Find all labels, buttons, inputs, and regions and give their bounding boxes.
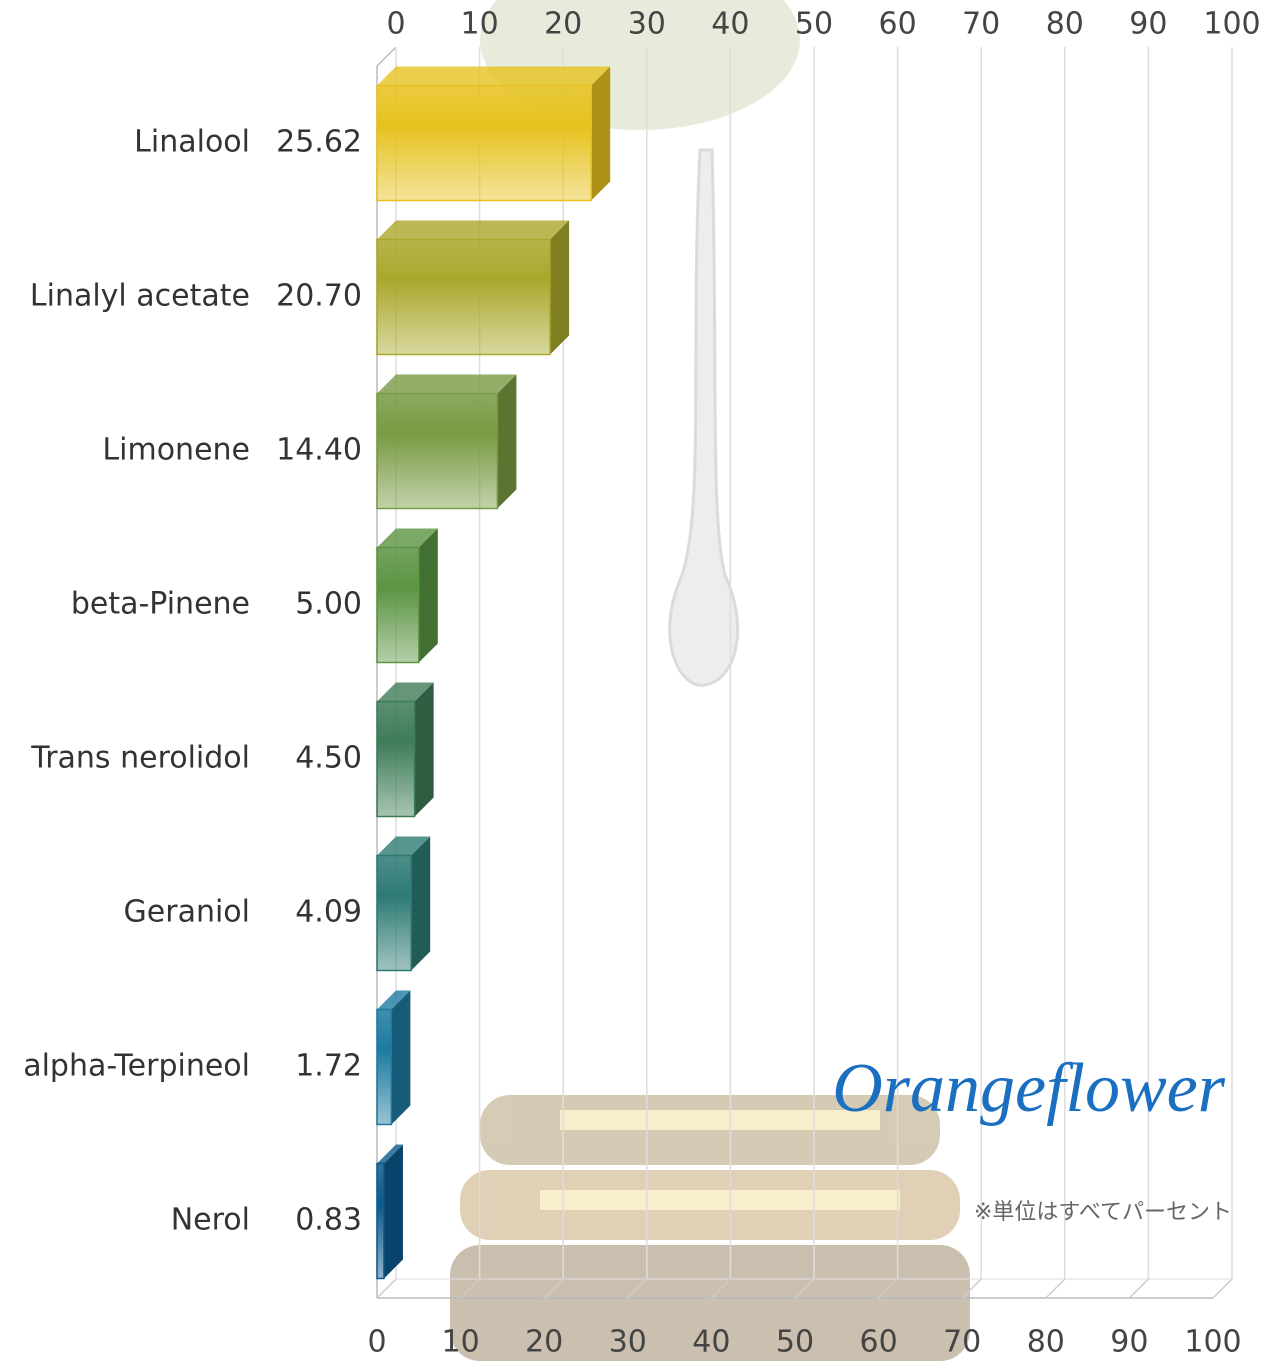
bar-side — [411, 837, 430, 971]
x-tick-label-bottom: 100 — [1184, 1325, 1241, 1360]
x-tick-label-top: 30 — [628, 7, 666, 42]
grid-floor-line — [1213, 1279, 1232, 1298]
bar — [377, 856, 411, 971]
grid-floor-line — [377, 1279, 396, 1298]
value-label: 5.00 — [295, 587, 362, 622]
logo: Orangeflower — [832, 1050, 1226, 1127]
x-tick-label-bottom: 80 — [1027, 1325, 1065, 1360]
value-label: 20.70 — [276, 279, 362, 314]
value-label: 1.72 — [295, 1049, 362, 1084]
bar-top — [377, 221, 569, 240]
bar — [377, 394, 497, 509]
category-label: alpha-Terpineol — [23, 1049, 250, 1084]
unit-note: ※単位はすべてパーセント — [974, 1200, 1232, 1225]
bar-top — [377, 67, 610, 86]
x-tick-label-top: 100 — [1203, 7, 1260, 42]
chart: 0 0 10 10 20 20 30 30 40 40 50 50 60 60 70 70 80 80 90 90 10… — [0, 0, 1274, 1361]
bar — [377, 1164, 384, 1279]
bar-side — [591, 67, 610, 201]
category-label: Limonene — [102, 433, 250, 468]
x-tick-label-top: 0 — [386, 7, 405, 42]
x-tick-label-top: 50 — [795, 7, 833, 42]
x-tick-label-bottom: 10 — [442, 1325, 480, 1360]
value-label: 0.83 — [295, 1203, 362, 1238]
category-label: Linalyl acetate — [30, 279, 250, 314]
background-decor — [450, 0, 970, 1361]
value-label: 4.50 — [295, 741, 362, 776]
bar — [377, 548, 419, 663]
x-tick-label-bottom: 0 — [367, 1325, 386, 1360]
bar — [377, 702, 415, 817]
bar-side — [384, 1145, 403, 1279]
x-tick-label-top: 10 — [461, 7, 499, 42]
left-wall-top — [377, 47, 396, 66]
x-tick-label-bottom: 50 — [776, 1325, 814, 1360]
bar-side — [391, 991, 410, 1125]
x-tick-label-top: 60 — [879, 7, 917, 42]
bar-side — [415, 683, 434, 817]
category-label: Trans nerolidol — [30, 741, 250, 776]
bar-side — [550, 221, 569, 355]
bar — [377, 86, 591, 201]
grid-floor-line — [1046, 1279, 1065, 1298]
value-label: 4.09 — [295, 895, 362, 930]
bar-side — [497, 375, 516, 509]
x-tick-label-bottom: 30 — [609, 1325, 647, 1360]
category-label: Geraniol — [124, 895, 250, 930]
x-tick-label-bottom: 90 — [1110, 1325, 1148, 1360]
bar — [377, 240, 550, 355]
x-tick-label-top: 40 — [711, 7, 749, 42]
grid-floor-line — [1129, 1279, 1148, 1298]
category-label: beta-Pinene — [71, 587, 250, 622]
page: {"chart_data": {"type": "bar", "orientat… — [0, 0, 1274, 1361]
x-tick-label-bottom: 20 — [525, 1325, 563, 1360]
x-tick-label-top: 90 — [1129, 7, 1167, 42]
value-label: 25.62 — [276, 125, 362, 160]
x-tick-label-top: 70 — [962, 7, 1000, 42]
x-tick-label-bottom: 40 — [692, 1325, 730, 1360]
bar-side — [419, 529, 438, 663]
category-label: Nerol — [171, 1203, 250, 1238]
bar — [377, 1010, 391, 1125]
bar-top — [377, 375, 516, 394]
category-label: Linalool — [134, 125, 250, 160]
x-tick-label-top: 80 — [1046, 7, 1084, 42]
x-tick-label-bottom: 60 — [860, 1325, 898, 1360]
x-tick-label-bottom: 70 — [943, 1325, 981, 1360]
x-tick-label-top: 20 — [544, 7, 582, 42]
value-label: 14.40 — [276, 433, 362, 468]
